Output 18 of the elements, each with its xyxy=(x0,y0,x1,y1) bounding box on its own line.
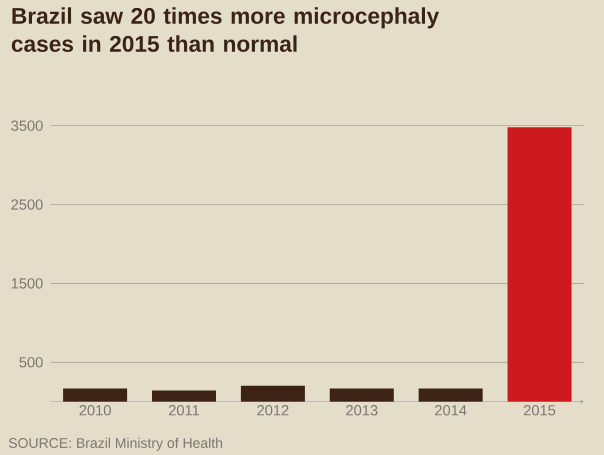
y-tick-label: 500 xyxy=(19,357,43,368)
bar xyxy=(152,390,216,402)
y-tick-label: 3500 xyxy=(11,120,43,131)
y-tick-label: 2500 xyxy=(11,199,43,210)
x-tick-label: 2010 xyxy=(80,405,111,416)
x-tick-label: 2013 xyxy=(346,405,378,416)
bar xyxy=(330,388,394,402)
x-tick-label: 2011 xyxy=(168,405,200,416)
chart-title: Brazil saw 20 times more microcephaly cases in 2015 than normal xyxy=(12,7,440,52)
x-tick-label: 2014 xyxy=(435,405,467,416)
bar xyxy=(240,386,305,402)
bar xyxy=(418,388,483,402)
bar xyxy=(63,388,128,402)
x-tick-label: 2015 xyxy=(524,405,556,416)
y-tick-label: 1500 xyxy=(12,278,43,289)
bar xyxy=(508,127,572,402)
source-note: SOURCE: Brazil Ministry of Health xyxy=(8,438,222,451)
x-tick-label: 2012 xyxy=(257,405,288,416)
